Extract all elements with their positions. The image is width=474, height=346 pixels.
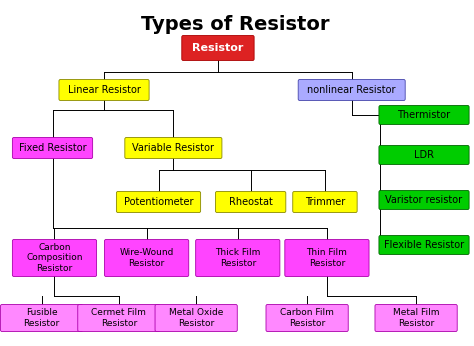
FancyBboxPatch shape: [285, 239, 369, 276]
FancyBboxPatch shape: [78, 304, 160, 331]
Text: Thermistor: Thermistor: [398, 110, 451, 120]
FancyBboxPatch shape: [12, 239, 97, 276]
Text: Fixed Resistor: Fixed Resistor: [18, 143, 86, 153]
FancyBboxPatch shape: [59, 80, 149, 100]
Text: nonlinear Resistor: nonlinear Resistor: [308, 85, 396, 95]
FancyBboxPatch shape: [125, 137, 222, 158]
FancyBboxPatch shape: [379, 146, 469, 164]
Text: Thick Film
Resistor: Thick Film Resistor: [215, 248, 260, 268]
Text: Cermet Film
Resistor: Cermet Film Resistor: [91, 308, 146, 328]
FancyBboxPatch shape: [293, 191, 357, 212]
Text: Trimmer: Trimmer: [305, 197, 345, 207]
FancyBboxPatch shape: [117, 191, 201, 212]
FancyBboxPatch shape: [0, 304, 83, 331]
Text: Fusible
Resistor: Fusible Resistor: [24, 308, 60, 328]
Text: Potentiometer: Potentiometer: [124, 197, 193, 207]
Text: Carbon Film
Resistor: Carbon Film Resistor: [280, 308, 334, 328]
Text: Rheostat: Rheostat: [229, 197, 273, 207]
FancyBboxPatch shape: [182, 36, 254, 61]
FancyBboxPatch shape: [379, 191, 469, 209]
FancyBboxPatch shape: [196, 239, 280, 276]
Text: Linear Resistor: Linear Resistor: [68, 85, 140, 95]
Text: Resistor: Resistor: [192, 43, 244, 53]
FancyBboxPatch shape: [375, 304, 457, 331]
FancyBboxPatch shape: [266, 304, 348, 331]
FancyBboxPatch shape: [379, 236, 469, 255]
Text: Metal Oxide
Resistor: Metal Oxide Resistor: [169, 308, 223, 328]
FancyBboxPatch shape: [216, 191, 286, 212]
Text: Types of Resistor: Types of Resistor: [141, 15, 329, 34]
FancyBboxPatch shape: [379, 106, 469, 125]
Text: Metal Film
Resistor: Metal Film Resistor: [393, 308, 439, 328]
FancyBboxPatch shape: [105, 239, 189, 276]
Text: Thin Film
Resistor: Thin Film Resistor: [307, 248, 347, 268]
Text: Wire-Wound
Resistor: Wire-Wound Resistor: [119, 248, 174, 268]
FancyBboxPatch shape: [12, 137, 92, 158]
Text: LDR: LDR: [414, 150, 434, 160]
FancyBboxPatch shape: [155, 304, 237, 331]
Text: Varistor resistor: Varistor resistor: [385, 195, 463, 205]
FancyBboxPatch shape: [298, 80, 405, 100]
Text: Flexible Resistor: Flexible Resistor: [384, 240, 464, 250]
Text: Carbon
Composition
Resistor: Carbon Composition Resistor: [26, 243, 83, 273]
Text: Variable Resistor: Variable Resistor: [132, 143, 214, 153]
